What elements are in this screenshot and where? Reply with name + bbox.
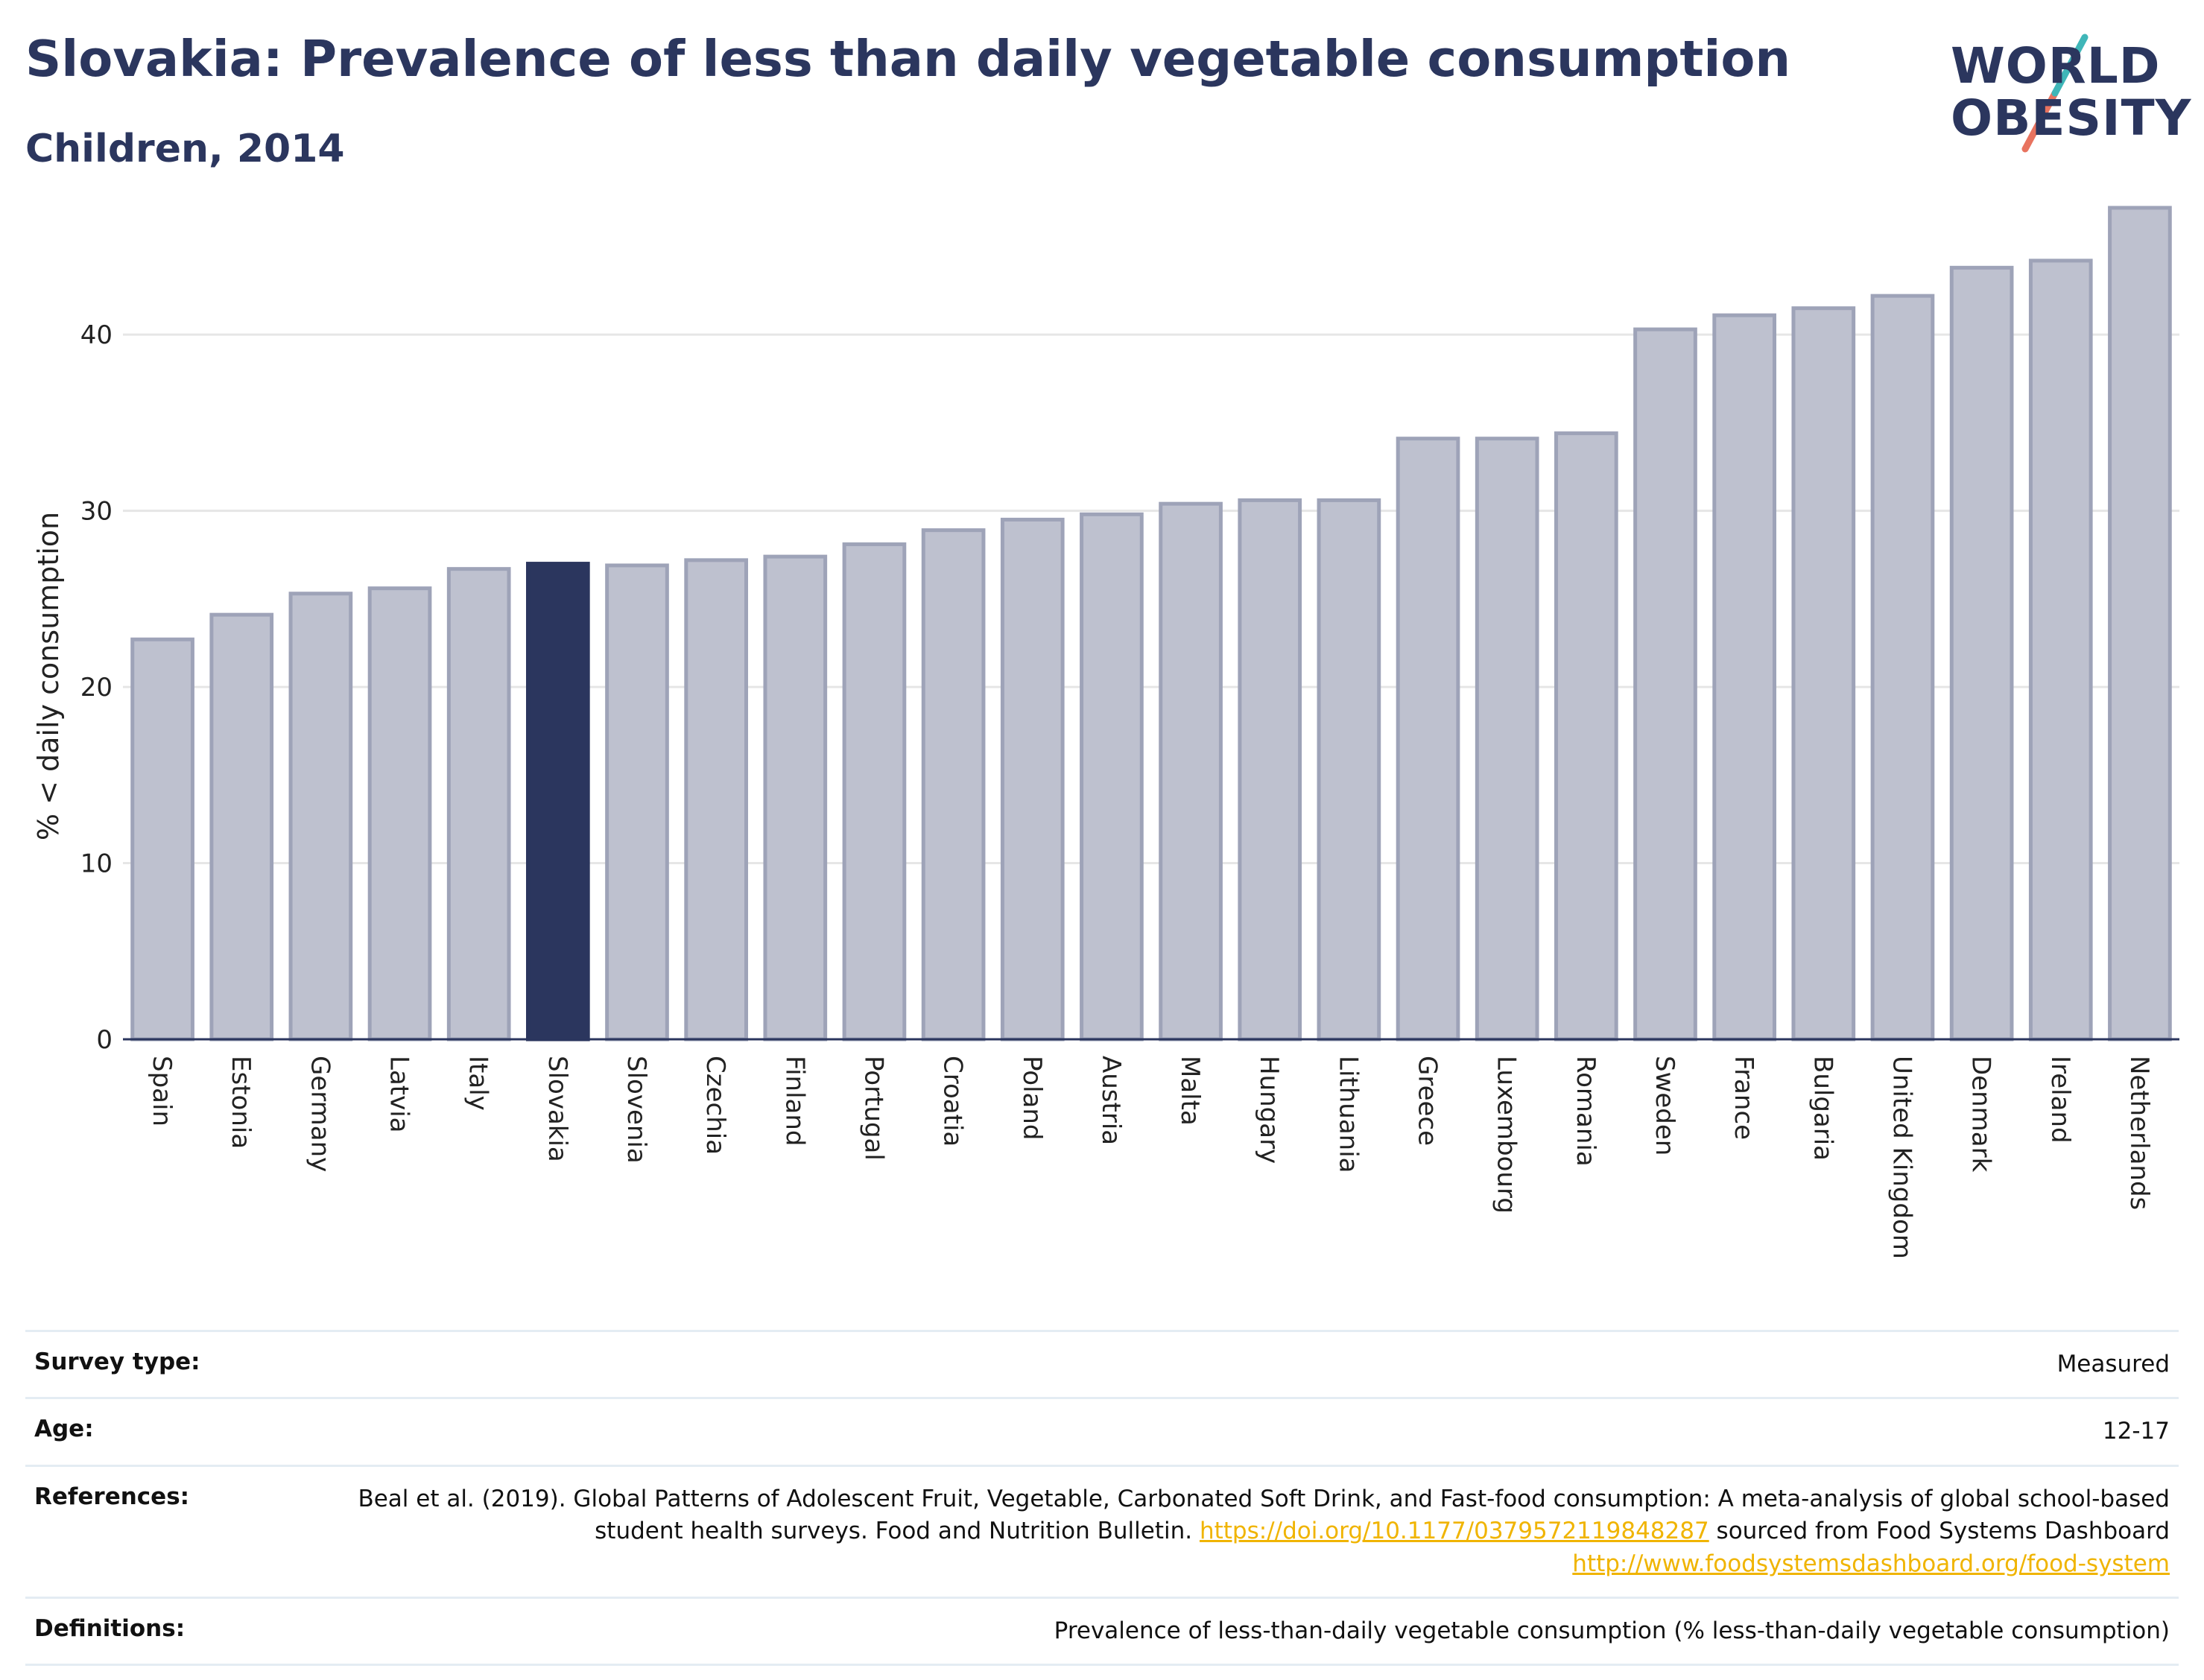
bar-bulgaria xyxy=(1791,306,1856,1042)
x-tick-label: Spain xyxy=(147,1056,177,1126)
bar-chart: 0 10 20 30 40 Spain Estonia Germany Latvia Italy… xyxy=(32,206,2179,1259)
x-tick-label: United Kingdom xyxy=(1887,1056,1916,1259)
bar-malta xyxy=(1159,501,1223,1042)
reference-doi-link[interactable]: https://doi.org/10.1177/0379572119848287 xyxy=(1199,1518,1709,1545)
metadata-table: Survey type: Measured Age: 12-17 Referen… xyxy=(25,1329,2179,1667)
bar-slovakia xyxy=(526,562,590,1042)
bar-france xyxy=(1712,313,1776,1042)
bar-croatia xyxy=(921,528,986,1042)
bar-germany xyxy=(288,592,353,1042)
x-tick-label: Slovenia xyxy=(621,1056,651,1164)
meta-value: Beal et al. (2019). Global Patterns of A… xyxy=(311,1464,2179,1598)
x-tick-label: Croatia xyxy=(938,1056,968,1147)
bar-hungary xyxy=(1238,498,1302,1042)
x-tick-label: Slovakia xyxy=(542,1056,572,1162)
reference-dashboard-link[interactable]: http://www.foodsystemsdashboard.org/food… xyxy=(1572,1550,2170,1577)
meta-row-age: Age: 12-17 xyxy=(25,1397,2179,1466)
page-title: Slovakia: Prevalence of less than daily … xyxy=(25,30,1791,88)
bar-finland xyxy=(763,554,828,1042)
bar-ireland xyxy=(2028,259,2093,1042)
x-tick-label: Czechia xyxy=(700,1056,730,1155)
meta-row-survey-type: Survey type: Measured xyxy=(25,1329,2179,1398)
y-tick-label: 0 xyxy=(96,1025,113,1055)
bar-slovenia xyxy=(605,563,669,1042)
x-tick-label: Latvia xyxy=(384,1056,414,1133)
meta-row-references: References: Beal et al. (2019). Global P… xyxy=(25,1464,2179,1598)
reference-text: Beal et al. (2019). Global Patterns of A… xyxy=(358,1485,2170,1545)
x-tick-label: Hungary xyxy=(1254,1056,1284,1164)
chart-bars xyxy=(130,206,2172,1042)
bar-greece xyxy=(1396,437,1460,1042)
logo-slash-icon xyxy=(2021,34,2089,153)
meta-key: Age: xyxy=(25,1397,311,1466)
x-tick-label: Austria xyxy=(1096,1056,1126,1145)
bar-latvia xyxy=(367,586,432,1042)
bar-portugal xyxy=(842,542,907,1042)
x-tick-label: Denmark xyxy=(1966,1056,1996,1173)
y-tick-label: 40 xyxy=(80,320,113,350)
x-tick-label: Ireland xyxy=(2045,1056,2075,1144)
page-subtitle: Children, 2014 xyxy=(25,127,345,171)
reference-source-text: sourced from Food Systems Dashboard xyxy=(1716,1518,2170,1545)
x-axis-labels: Spain Estonia Germany Latvia Italy Slovakia Sl… xyxy=(147,1056,2154,1259)
x-tick-label: Greece xyxy=(1413,1056,1443,1146)
x-tick-label: Italy xyxy=(463,1056,493,1111)
meta-value: Prevalence of less-than-daily vegetable … xyxy=(311,1596,2179,1667)
world-obesity-logo: WORLD OBESITY xyxy=(1936,22,2191,156)
meta-key: Definitions: xyxy=(25,1596,311,1667)
y-tick-label: 30 xyxy=(80,497,113,527)
meta-value: 12-17 xyxy=(311,1397,2179,1466)
bar-czechia xyxy=(684,558,748,1042)
y-axis-label: % < daily consumption xyxy=(32,512,65,840)
bar-austria xyxy=(1080,512,1144,1042)
x-tick-label: Sweden xyxy=(1650,1056,1679,1156)
x-tick-label: Lithuania xyxy=(1333,1056,1363,1173)
bar-spain xyxy=(130,637,194,1042)
bar-denmark xyxy=(1949,265,2014,1042)
bar-lithuania xyxy=(1317,498,1381,1042)
meta-key: References: xyxy=(25,1464,311,1598)
logo-line-1: WORLD xyxy=(1951,37,2161,95)
bar-united-kingdom xyxy=(1870,294,1935,1042)
bar-poland xyxy=(1000,517,1065,1042)
y-axis-ticks: 0 10 20 30 40 xyxy=(80,320,113,1055)
x-tick-label: Portugal xyxy=(858,1056,888,1161)
x-tick-label: Romania xyxy=(1571,1056,1600,1167)
bar-estonia xyxy=(209,612,274,1042)
bar-netherlands xyxy=(2108,206,2172,1042)
x-tick-label: Netherlands xyxy=(2124,1056,2154,1210)
bar-luxembourg xyxy=(1475,437,1539,1042)
logo-line-2: OBESITY xyxy=(1951,89,2192,147)
y-tick-label: 10 xyxy=(80,849,113,879)
x-tick-label: Luxembourg xyxy=(1492,1056,1521,1214)
meta-value: Measured xyxy=(311,1329,2179,1398)
x-tick-label: Bulgaria xyxy=(1808,1056,1837,1161)
x-tick-label: Germany xyxy=(305,1056,335,1172)
meta-row-definitions: Definitions: Prevalence of less-than-dai… xyxy=(25,1596,2179,1667)
x-tick-label: Finland xyxy=(779,1056,809,1147)
x-tick-label: Malta xyxy=(1175,1056,1205,1126)
x-tick-label: Poland xyxy=(1017,1056,1047,1141)
x-tick-label: France xyxy=(1729,1056,1758,1140)
bar-sweden xyxy=(1633,327,1697,1042)
y-tick-label: 20 xyxy=(80,673,113,703)
bar-italy xyxy=(446,567,511,1042)
meta-key: Survey type: xyxy=(25,1329,311,1398)
bar-romania xyxy=(1554,431,1618,1042)
x-tick-label: Estonia xyxy=(226,1056,256,1149)
